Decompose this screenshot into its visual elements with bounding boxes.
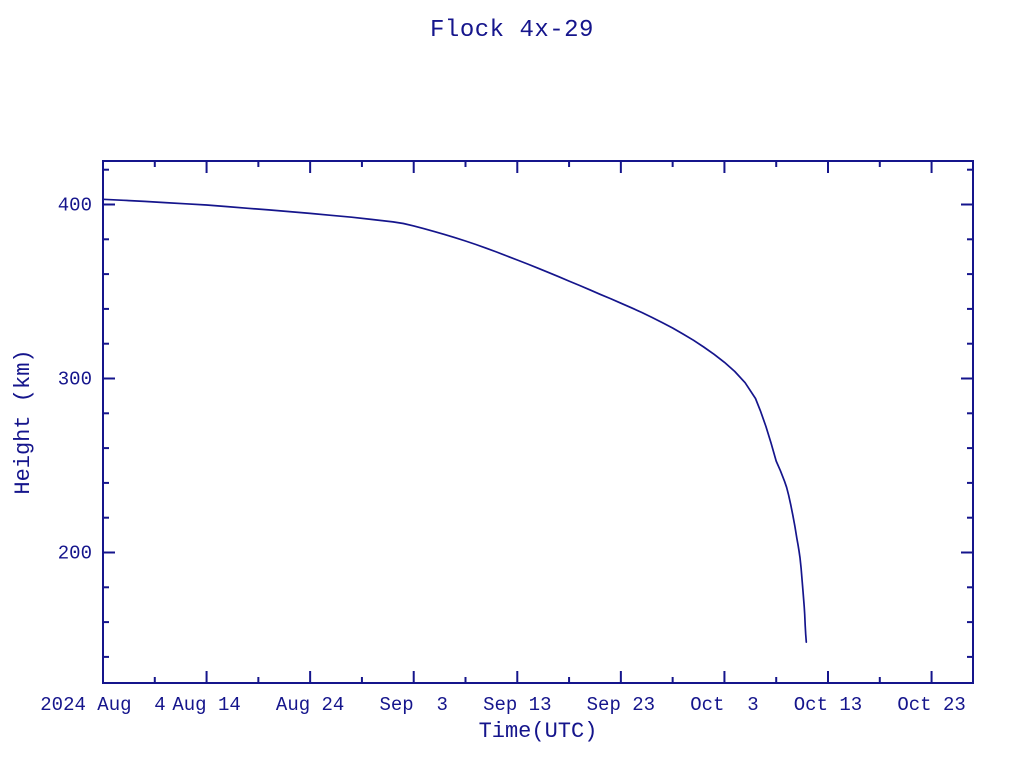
y-axis-label: Height (km) bbox=[11, 349, 36, 495]
data-curve bbox=[102, 198, 808, 643]
x-tick-label: Oct 3 bbox=[690, 694, 758, 716]
x-tick-label: 2024 Aug 4 bbox=[40, 694, 165, 716]
x-tick-label: Sep 23 bbox=[587, 694, 655, 716]
x-tick-label: Oct 13 bbox=[794, 694, 862, 716]
y-tick-label: 300 bbox=[58, 369, 92, 391]
x-axis-label: Time(UTC) bbox=[478, 719, 598, 744]
x-tick-label: Oct 23 bbox=[897, 694, 965, 716]
plot-border bbox=[102, 160, 974, 684]
y-tick-label: 200 bbox=[58, 543, 92, 565]
x-tick-label: Sep 13 bbox=[483, 694, 551, 716]
y-tick-label: 400 bbox=[58, 195, 92, 217]
chart-title: Flock 4x-29 bbox=[430, 17, 594, 44]
x-tick-label: Sep 3 bbox=[380, 694, 448, 716]
x-tick-label: Aug 24 bbox=[276, 694, 344, 716]
x-tick-label: Aug 14 bbox=[172, 694, 240, 716]
